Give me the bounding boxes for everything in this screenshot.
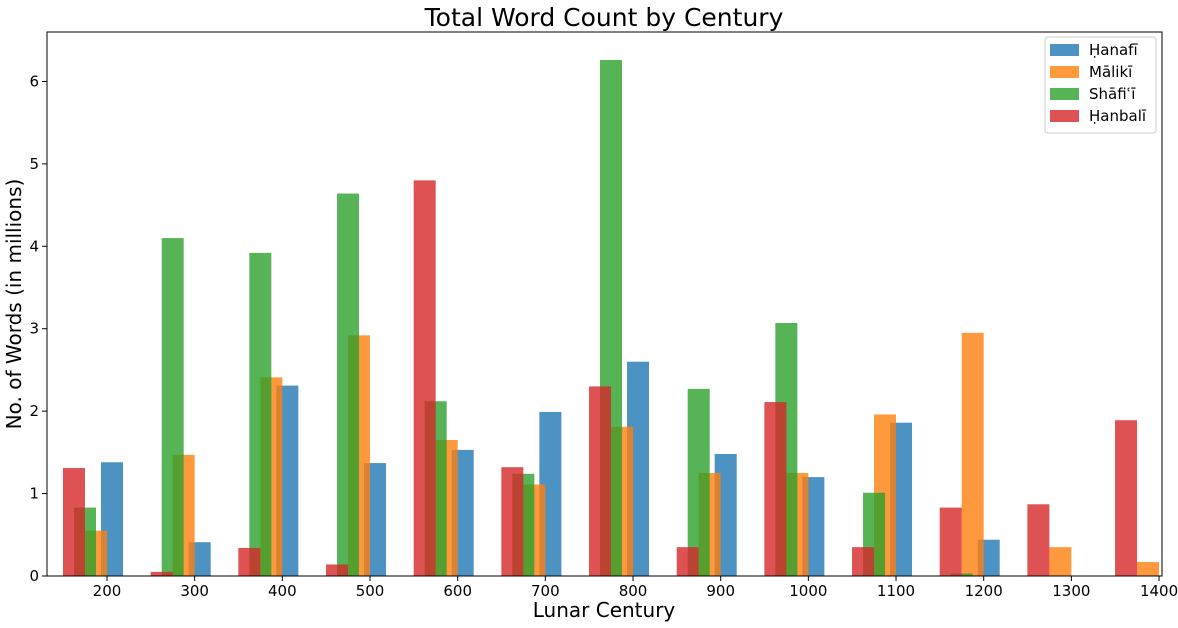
x-tick-label: 1000 — [789, 582, 827, 600]
y-axis: 0 1 2 3 4 5 6 — [29, 72, 47, 585]
bar-Shāfiʿī-300 — [161, 238, 184, 576]
x-tick-label: 600 — [443, 582, 472, 600]
x-tick-label: 1400 — [1140, 582, 1178, 600]
x-tick-label: 300 — [180, 582, 209, 600]
bar-Ḥanbalī-200 — [63, 468, 85, 576]
legend-label: Mālikī — [1089, 63, 1133, 81]
bar-Ḥanbalī-900 — [676, 547, 699, 576]
y-tick-label: 0 — [29, 567, 39, 585]
bar-Ḥanbalī-1200 — [939, 507, 962, 576]
y-tick-label: 4 — [29, 237, 39, 255]
y-tick-label: 1 — [29, 485, 39, 503]
legend-label: Ḥanafī — [1089, 41, 1138, 59]
bar-Ḥanbalī-1400 — [1115, 420, 1138, 576]
bar-Ḥanbalī-1000 — [764, 402, 787, 576]
bar-Mālikī-1200 — [961, 332, 984, 576]
legend-swatch — [1050, 66, 1079, 78]
y-axis-label: No. of Words (in millions) — [2, 179, 26, 430]
bar-Shāfiʿī-900 — [687, 388, 710, 576]
bar-Ḥanbalī-400 — [238, 547, 261, 576]
bar-Ḥanbalī-1100 — [852, 547, 875, 576]
x-axis: 200 300 400 500 600 700 800 900 1000 1100 1200 1300… — [93, 576, 1178, 600]
y-tick-label: 6 — [29, 72, 39, 90]
x-tick-label: 1300 — [1052, 582, 1090, 600]
bar-Mālikī-1400 — [1137, 561, 1160, 576]
bars-layer — [63, 60, 1160, 577]
x-tick-label: 200 — [93, 582, 122, 600]
chart-title: Total Word Count by Century — [424, 3, 784, 32]
x-tick-label: 1200 — [965, 582, 1003, 600]
legend-swatch — [1050, 110, 1079, 122]
bar-Ḥanbalī-300 — [150, 571, 173, 576]
x-tick-label: 700 — [531, 582, 560, 600]
legend: Ḥanafī Mālikī Shāfiʿī Ḥanbalī — [1044, 36, 1157, 134]
bar-Ḥanbalī-600 — [413, 180, 436, 576]
x-tick-label: 500 — [356, 582, 385, 600]
legend-label: Ḥanbalī — [1089, 107, 1147, 125]
bar-Ḥanbalī-1300 — [1027, 504, 1050, 576]
bar-Ḥanbalī-700 — [501, 467, 524, 576]
x-tick-label: 800 — [619, 582, 648, 600]
plot-frame — [46, 31, 1163, 577]
legend-swatch — [1050, 44, 1079, 56]
legend-box — [1044, 36, 1157, 134]
bar-Shāfiʿī-400 — [249, 252, 272, 576]
x-tick-label: 900 — [706, 582, 735, 600]
x-tick-label: 1100 — [877, 582, 915, 600]
x-tick-label: 400 — [268, 582, 297, 600]
bar-Shāfiʿī-500 — [337, 193, 360, 576]
y-tick-label: 5 — [29, 155, 39, 173]
bar-Ḥanbalī-500 — [326, 564, 349, 576]
bar-Ḥanbalī-800 — [589, 386, 612, 576]
y-tick-label: 2 — [29, 402, 39, 420]
y-tick-label: 3 — [29, 320, 39, 338]
legend-swatch — [1050, 88, 1079, 100]
bar-Mālikī-1300 — [1049, 547, 1072, 576]
x-axis-label: Lunar Century — [533, 598, 676, 622]
legend-label: Shāfiʿī — [1089, 85, 1136, 103]
